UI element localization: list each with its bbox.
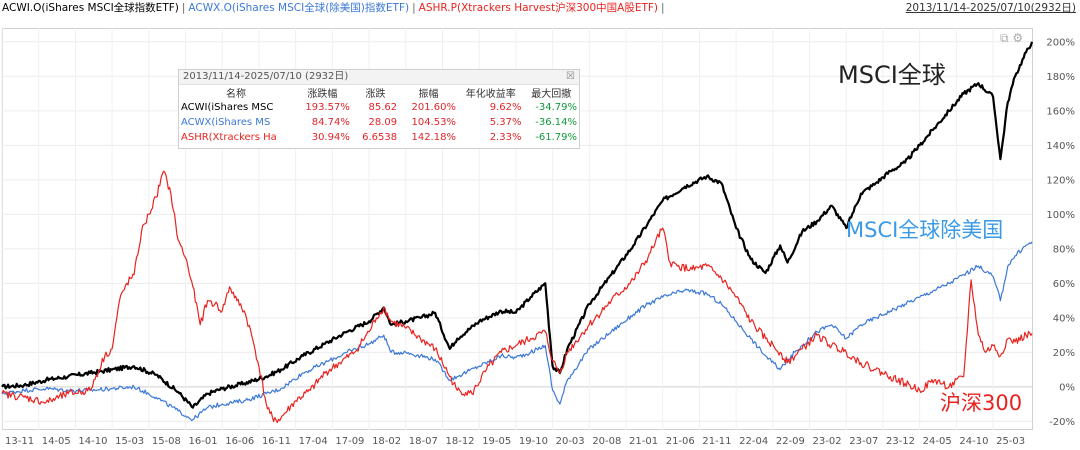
stats-table: 名称 涨跌幅 涨跌 振幅 年化收益率 最大回撤 ACWI(iShares MSC… (179, 85, 579, 145)
x-tick-label: 15-08 (152, 436, 181, 447)
row-annual: 5.37% (489, 117, 522, 128)
col-change-pct: 涨跌幅 (307, 89, 338, 100)
x-tick-label: 20-03 (556, 436, 585, 447)
x-tick-label: 23-07 (849, 436, 878, 447)
stats-panel-title: 2013/11/14-2025/07/10 (2932日) (183, 71, 349, 82)
row-change: 6.6538 (362, 132, 398, 143)
annotation-csi300: 沪深300 (940, 391, 1023, 415)
x-tick-label: 24-05 (923, 436, 952, 447)
row-change-pct: 193.57% (305, 102, 350, 113)
x-tick-label: 22-04 (739, 436, 768, 447)
legend-ashr[interactable]: ASHR.P(Xtrackers Harvest沪深300中国A股ETF) (418, 2, 659, 14)
y-tick-label: 180% (1046, 72, 1075, 83)
row-amplitude: 142.18% (411, 132, 456, 143)
row-name: ASHR(Xtrackers Ha (181, 132, 277, 143)
series-line-acwx-o (1, 241, 1033, 422)
series-line-ashr-p (1, 170, 1033, 424)
legend-separator: | (661, 2, 665, 14)
row-annual: 2.33% (489, 132, 522, 143)
stats-row-ashr[interactable]: ASHR(Xtrackers Ha 30.94% 6.6538 142.18% … (179, 130, 579, 145)
y-tick-label: 0% (1059, 382, 1075, 393)
y-tick-label: 160% (1046, 106, 1075, 117)
x-tick-label: 23-02 (813, 436, 842, 447)
annotation-msci-world: MSCI全球 (838, 61, 946, 89)
row-max-drawdown: -36.14% (535, 117, 577, 128)
x-tick-label: 22-09 (776, 436, 805, 447)
settings-icon[interactable]: ⚙ (1012, 31, 1024, 45)
stats-panel-header: 2013/11/14-2025/07/10 (2932日) ☒ (179, 70, 579, 85)
stats-row-acwx[interactable]: ACWX(iShares MS 84.74% 28.09 104.53% 5.3… (179, 115, 579, 130)
y-tick-label: 60% (1053, 279, 1075, 290)
row-max-drawdown: -61.79% (535, 132, 577, 143)
chart-header: ACWI.O(iShares MSCI全球指数ETF) | ACWX.O(iShar… (0, 0, 1080, 16)
col-amplitude: 振幅 (418, 89, 439, 100)
y-tick-label: 20% (1053, 348, 1075, 359)
x-tick-label: 16-11 (262, 436, 291, 447)
legend-acwx[interactable]: ACWX.O(iShares MSCI全球(除美国)指数ETF) (188, 2, 410, 14)
restore-icon[interactable]: ⧉ (1000, 31, 1009, 45)
y-axis: -20% 0% 20% 40% 60% 80% 100% 120% 140% 160% 180% 20… (1046, 37, 1075, 428)
col-max-drawdown: 最大回撤 (531, 89, 572, 100)
row-amplitude: 201.60% (411, 102, 456, 113)
legend: ACWI.O(iShares MSCI全球指数ETF) | ACWX.O(iShar… (2, 0, 668, 16)
x-tick-label: 23-12 (886, 436, 915, 447)
row-annual: 9.62% (489, 102, 522, 113)
row-name: ACWX(iShares MS (181, 117, 271, 128)
legend-acwi[interactable]: ACWI.O(iShares MSCI全球指数ETF) (2, 2, 179, 14)
row-change: 85.62 (368, 102, 398, 113)
col-annual: 年化收益率 (465, 89, 516, 100)
x-tick-label: 17-04 (299, 436, 328, 447)
x-axis: 13-11 14-05 14-10 15-03 15-08 16-01 16-06 16-11… (5, 436, 1025, 447)
x-tick-label: 17-09 (335, 436, 364, 447)
x-tick-label: 19-10 (519, 436, 548, 447)
x-tick-label: 18-12 (445, 436, 474, 447)
chart-toolbar: ⧉ ⚙ (1000, 31, 1023, 46)
series-line-acwi-o (1, 41, 1034, 409)
x-tick-label: 18-07 (409, 436, 438, 447)
y-tick-label: 40% (1053, 313, 1075, 324)
y-tick-label: 120% (1046, 175, 1075, 186)
row-max-drawdown: -34.79% (535, 102, 577, 113)
row-amplitude: 104.53% (411, 117, 456, 128)
x-tick-label: 14-10 (78, 436, 107, 447)
x-tick-label: 18-02 (372, 436, 401, 447)
x-tick-label: 24-10 (959, 436, 988, 447)
y-tick-label: 140% (1046, 141, 1075, 152)
y-tick-label: 200% (1046, 37, 1075, 48)
x-tick-label: 16-01 (189, 436, 218, 447)
stats-row-acwi[interactable]: ACWI(iShares MSC 193.57% 85.62 201.60% 9… (179, 100, 579, 115)
y-tick-label: -20% (1049, 417, 1075, 428)
row-change-pct: 30.94% (311, 132, 350, 143)
x-tick-label: 21-01 (629, 436, 658, 447)
col-change: 涨跌 (365, 89, 386, 100)
row-change: 28.09 (368, 117, 398, 128)
x-tick-label: 13-11 (5, 436, 34, 447)
x-tick-label: 21-06 (666, 436, 695, 447)
date-range-label: 2013/11/14-2025/07/10(2932日) (905, 2, 1076, 14)
y-tick-label: 100% (1046, 210, 1075, 221)
row-change-pct: 84.74% (311, 117, 350, 128)
x-tick-label: 15-03 (115, 436, 144, 447)
x-tick-label: 16-06 (225, 436, 254, 447)
y-tick-label: 80% (1053, 244, 1075, 255)
close-icon[interactable]: ☒ (566, 71, 575, 82)
legend-separator: | (412, 2, 416, 14)
stats-panel: 2013/11/14-2025/07/10 (2932日) ☒ 名称 涨跌幅 涨… (178, 69, 580, 149)
x-tick-label: 21-11 (702, 436, 731, 447)
row-name: ACWI(iShares MSC (181, 102, 274, 113)
series-lines (1, 41, 1034, 424)
x-tick-label: 19-05 (482, 436, 511, 447)
stats-header-row: 名称 涨跌幅 涨跌 振幅 年化收益率 最大回撤 (179, 85, 579, 100)
x-tick-label: 25-03 (996, 436, 1025, 447)
x-tick-label: 20-08 (592, 436, 621, 447)
annotation-msci-ex-us: MSCI全球除美国 (846, 218, 1004, 242)
legend-separator: | (181, 2, 186, 14)
col-name: 名称 (226, 89, 246, 100)
x-tick-label: 14-05 (42, 436, 71, 447)
